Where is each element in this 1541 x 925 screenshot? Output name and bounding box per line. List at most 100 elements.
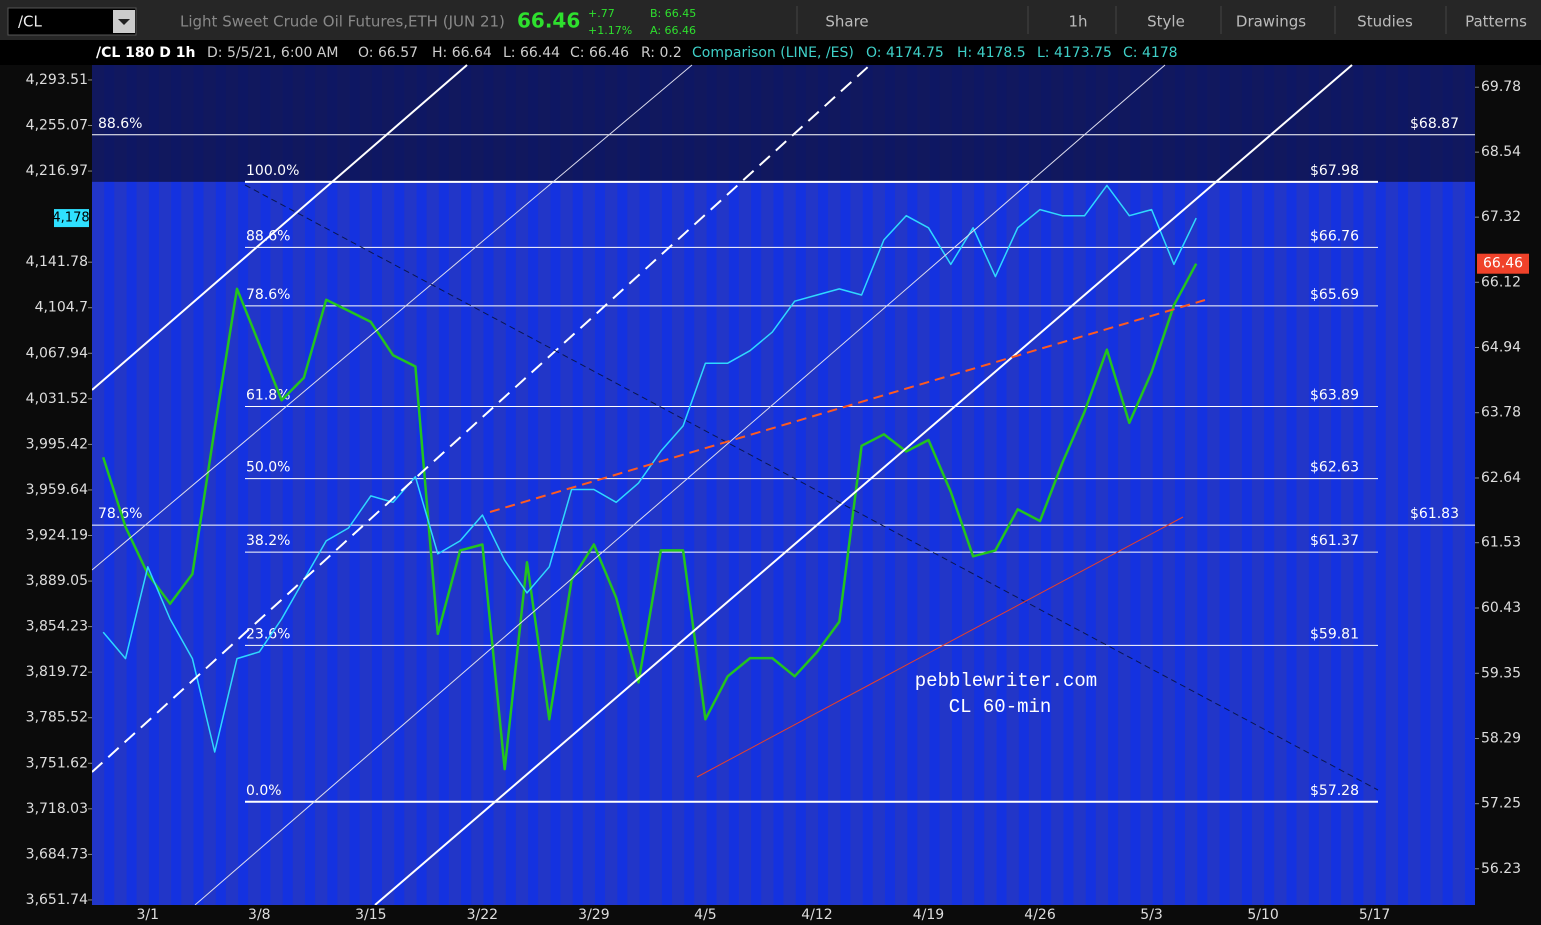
fib-price: $57.28 xyxy=(1310,783,1359,799)
trend-line xyxy=(374,64,1353,906)
x-tick-label: 3/22 xyxy=(467,907,498,923)
session-band xyxy=(1442,65,1453,905)
fib-label: 78.6% xyxy=(246,287,290,303)
toolbar-buttons: Share 1h Style Drawings Studies Patterns xyxy=(796,6,1527,34)
description: Light Sweet Crude Oil Futures,ETH (JUN 2… xyxy=(180,13,505,31)
y2-tick-label: 58.29 xyxy=(1481,731,1521,747)
session-band xyxy=(773,65,784,905)
axes: 4,293.51 4,255.07 4,216.97 4,141.78 4,104.7 4… xyxy=(0,65,1541,925)
change: +.77 xyxy=(588,7,615,20)
y2-tick-label: 60.43 xyxy=(1481,600,1521,616)
session-band xyxy=(171,65,182,905)
info-item: L: 66.44 xyxy=(503,45,560,61)
fib-label: 88.6% xyxy=(98,116,142,132)
trend-line xyxy=(194,64,1166,906)
ask: A: 66.46 xyxy=(650,24,696,37)
y-tick-label: 3,684.73 xyxy=(26,846,88,862)
session-band xyxy=(1464,65,1475,905)
session-band xyxy=(126,65,137,905)
x-tick-label: 3/8 xyxy=(248,907,271,923)
session-band xyxy=(1041,65,1052,905)
toolbar-button[interactable]: Share xyxy=(825,13,868,31)
info-item: O: 4174.75 xyxy=(866,45,944,61)
symbol: /CL xyxy=(18,13,43,31)
session-band xyxy=(907,65,918,905)
session-band xyxy=(1108,65,1119,905)
session-band xyxy=(349,65,360,905)
session-band xyxy=(282,65,293,905)
fib-price: $61.37 xyxy=(1310,533,1359,549)
y-tick-label: 4,031.52 xyxy=(26,391,88,407)
info-item: O: 66.57 xyxy=(358,45,418,61)
session-band xyxy=(1353,65,1364,905)
session-band xyxy=(461,65,472,905)
session-band xyxy=(974,65,985,905)
drawings xyxy=(91,64,1379,906)
fib-price: $59.81 xyxy=(1310,626,1359,642)
fib-price: $67.98 xyxy=(1310,163,1359,179)
session-band xyxy=(1375,65,1386,905)
session-band xyxy=(728,65,739,905)
price-line xyxy=(102,263,1198,771)
session-band xyxy=(1331,65,1342,905)
last-price: 66.46 xyxy=(517,9,580,33)
fib-label: 61.8% xyxy=(246,387,290,403)
y2-tick-label: 68.54 xyxy=(1481,144,1521,160)
trend-line xyxy=(91,64,468,391)
y2-tick-label: 56.23 xyxy=(1481,861,1521,877)
x-tick-label: 4/19 xyxy=(913,907,944,923)
session-bands xyxy=(92,65,1475,905)
x-tick-label: 3/1 xyxy=(137,907,160,923)
toolbar-button[interactable]: Studies xyxy=(1357,13,1413,31)
session-band xyxy=(438,65,449,905)
session-band xyxy=(884,65,896,905)
y2-tick-label: 63.78 xyxy=(1481,405,1521,421)
y-tick-label: 3,819.72 xyxy=(26,664,88,680)
toolbar-button[interactable]: Style xyxy=(1147,13,1185,31)
y2-tick-label: 61.53 xyxy=(1481,535,1521,551)
info-item: Comparison (LINE, /ES) xyxy=(692,45,854,61)
session-band xyxy=(148,65,159,905)
toolbar-button[interactable]: Drawings xyxy=(1236,13,1306,31)
info-item: D: 5/5/21, 6:00 AM xyxy=(207,45,338,61)
info-item: C: 66.46 xyxy=(570,45,629,61)
session-band xyxy=(1420,65,1431,905)
y-tick-label: 3,924.19 xyxy=(26,528,88,544)
annotation: CL 60-min xyxy=(949,696,1052,718)
toolbar-button[interactable]: Patterns xyxy=(1465,13,1527,31)
y2-tick-label: 66.12 xyxy=(1481,274,1521,290)
fib-label: 0.0% xyxy=(246,783,282,799)
session-band xyxy=(1286,65,1297,905)
session-band xyxy=(951,65,962,905)
y-tick-label: 4,255.07 xyxy=(26,117,88,133)
fib-price: $61.83 xyxy=(1410,506,1459,522)
session-band xyxy=(862,65,873,905)
fib-label: 50.0% xyxy=(246,460,290,476)
info-item: H: 66.64 xyxy=(432,45,492,61)
info-item: /CL 180 D 1h xyxy=(96,45,195,61)
y-tick-label: 4,293.51 xyxy=(26,72,88,88)
y-tick-label: 3,751.62 xyxy=(26,755,88,771)
x-tick-label: 5/3 xyxy=(1140,907,1163,923)
session-band xyxy=(104,65,115,905)
session-band xyxy=(818,65,829,905)
fib-price: $65.69 xyxy=(1310,287,1359,303)
toolbar xyxy=(0,0,1541,40)
y2-tick-label: 64.94 xyxy=(1481,339,1521,355)
x-tick-label: 5/10 xyxy=(1247,907,1278,923)
bid: B: 66.45 xyxy=(650,7,696,20)
fib-label: 100.0% xyxy=(246,163,299,179)
x-tick-label: 3/15 xyxy=(355,907,386,923)
y-tick-label: 3,889.05 xyxy=(26,573,88,589)
y2-tick-label: 67.32 xyxy=(1481,209,1521,225)
session-band xyxy=(394,65,405,905)
toolbar-button[interactable]: 1h xyxy=(1068,13,1087,31)
session-band xyxy=(528,65,539,905)
info-items: /CL 180 D 1h D: 5/5/21, 6:00 AM O: 66.57 H:… xyxy=(96,45,1178,61)
fib-price: $68.87 xyxy=(1410,116,1459,132)
session-band xyxy=(840,65,851,905)
session-band xyxy=(260,65,271,905)
x-tick-label: 3/29 xyxy=(578,907,609,923)
session-band xyxy=(1308,65,1319,905)
left-axis xyxy=(0,65,92,905)
